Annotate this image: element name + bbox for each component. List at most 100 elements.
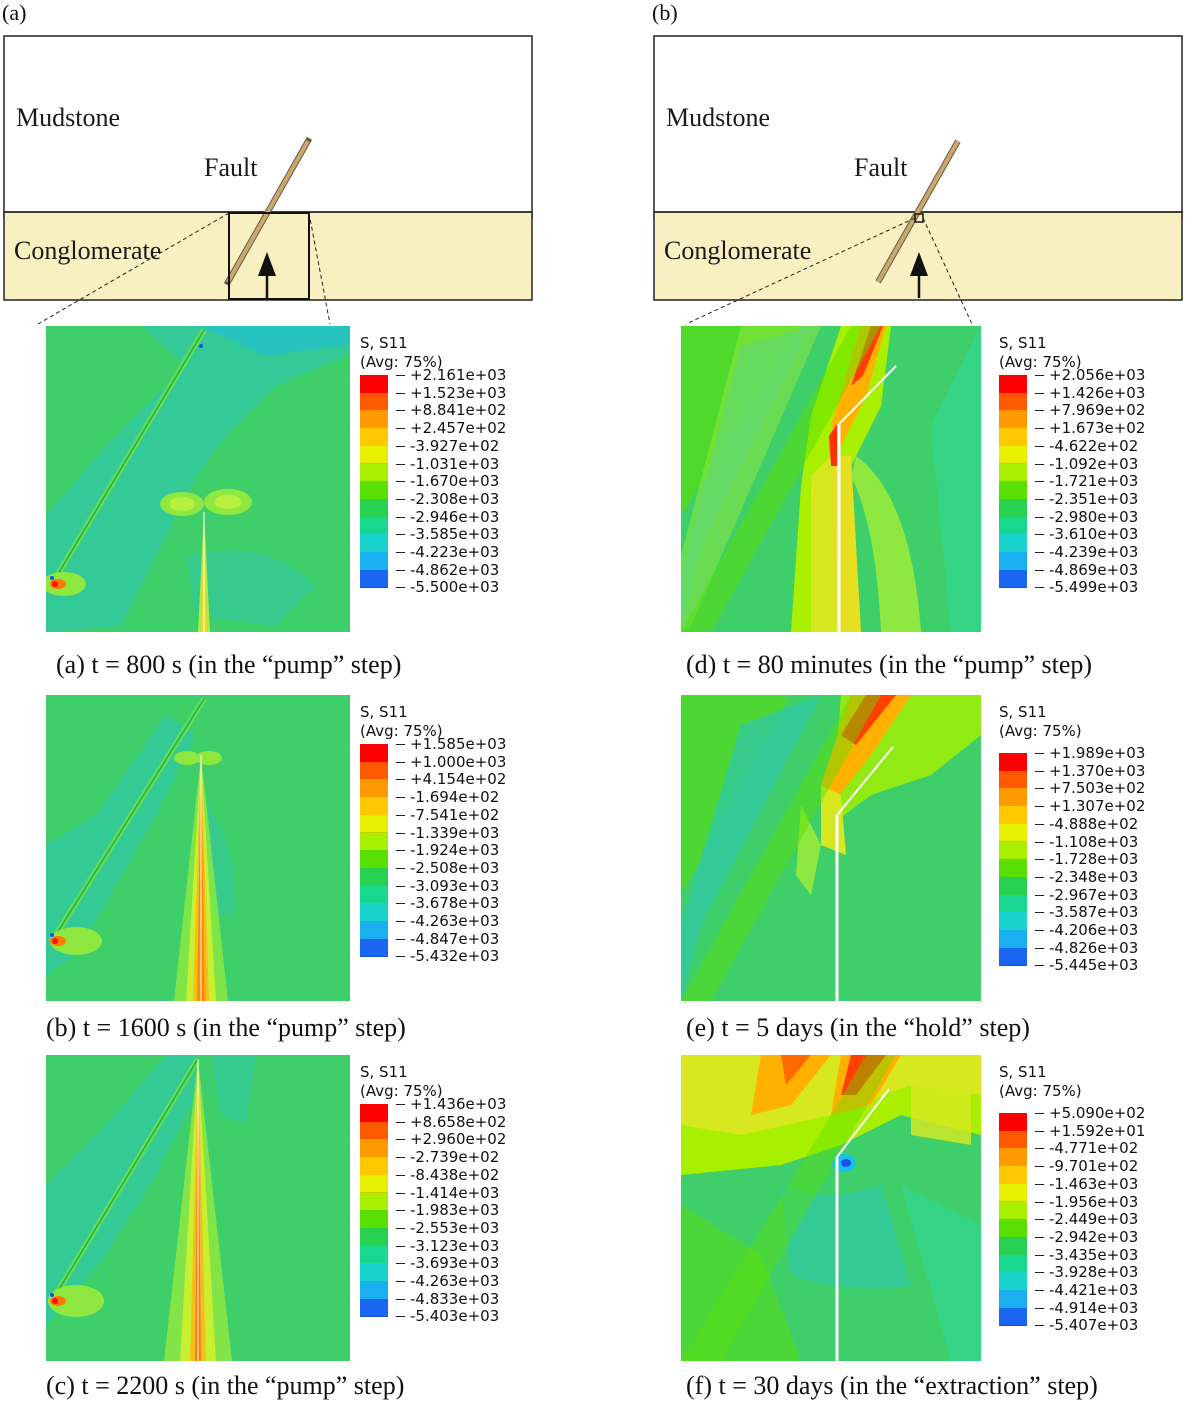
conglomerate-label: Conglomerate [664,236,811,265]
mudstone-layer [653,35,1183,219]
legend-tick: -4.888e+02 [1034,814,1139,833]
caption-f: (f) t = 30 days (in the “extraction” ste… [686,1371,1098,1400]
legend-tick: -1.108e+03 [1034,832,1139,851]
legend-tick: -1.414e+03 [395,1183,500,1202]
legend-tick: -2.553e+03 [395,1218,500,1237]
caption-d: (d) t = 80 minutes (in the “pump” step) [686,650,1093,679]
legend-tick: +1.436e+03 [395,1095,507,1113]
legend-tick: +2.161e+03 [395,366,507,384]
legend-tick: -2.739e+02 [395,1148,500,1167]
legend-tick: -1.956e+03 [1034,1192,1139,1211]
legend-tick: -3.610e+03 [1034,525,1139,544]
legend-tick: +2.056e+03 [1034,366,1146,384]
legend-tick: -2.942e+03 [1034,1227,1139,1246]
caption-c: (c) t = 2200 s (in the “pump” step) [46,1371,405,1400]
mudstone-label: Mudstone [16,103,120,132]
legend-title: S, S11 [999,703,1047,721]
zoom-box-icon [228,212,310,300]
legend-tick: -3.123e+03 [395,1236,500,1255]
legend-subtitle: (Avg: 75%) [360,353,443,371]
legend-tick: -1.670e+03 [395,472,500,491]
legend-tick: -4.833e+03 [395,1289,500,1308]
legend-tick: -4.263e+03 [395,1272,500,1290]
legend-title: S, S11 [360,1063,408,1081]
color-legend: S, S11 (Avg: 75%) +1.989e+03 +1.370e+03 … [999,703,1145,985]
legend-tick: +2.457e+02 [395,419,507,438]
legend-subtitle: (Avg: 75%) [360,722,443,740]
legend-tick: -1.694e+02 [395,788,500,807]
legend-tick: -7.541e+02 [395,805,500,824]
legend-subtitle: (Avg: 75%) [360,1082,443,1100]
legend-tick: -4.263e+03 [395,912,500,930]
legend-tick: -9.701e+02 [1034,1157,1139,1176]
conglomerate-label: Conglomerate [14,236,161,265]
legend-tick: -5.432e+03 [395,947,500,966]
legend-tick: +7.969e+02 [1034,401,1146,420]
legend-tick: -3.928e+03 [1034,1263,1139,1282]
legend-tick: -3.693e+03 [395,1254,500,1273]
legend-tick: +5.090e+02 [1034,1104,1146,1122]
legend-tick: -1.983e+03 [395,1201,500,1220]
legend-tick: +1.989e+03 [1034,744,1146,762]
legend-tick: +8.841e+02 [395,401,507,420]
caption-b: (b) t = 1600 s (in the “pump” step) [46,1013,406,1042]
legend-tick: -1.728e+03 [1034,850,1139,869]
legend-tick: -1.463e+03 [1034,1174,1139,1193]
legend-tick: +1.673e+02 [1034,419,1146,438]
legend-tick: +7.503e+02 [1034,779,1146,798]
legend-subtitle: (Avg: 75%) [999,353,1082,371]
legend-title: S, S11 [360,703,408,721]
legend-tick: -3.435e+03 [1034,1245,1139,1264]
legend-tick: -4.771e+02 [1034,1139,1139,1158]
legend-tick: -4.869e+03 [1034,560,1139,579]
color-legend: S, S11 (Avg: 75%) +5.090e+02 +1.592e+01 … [999,1063,1145,1345]
part-label-a: (a) [2,0,27,25]
legend-tick: -5.500e+03 [395,578,500,597]
part-label-b: (b) [652,0,678,25]
legend-tick: -4.223e+03 [395,543,500,561]
legend-tick: -4.239e+03 [1034,543,1139,561]
legend-tick: -2.508e+03 [395,858,500,877]
legend-tick: -5.499e+03 [1034,578,1139,597]
legend-tick: -1.339e+03 [395,823,500,842]
fault-label: Fault [854,153,908,182]
legend-tick: +1.370e+03 [1034,761,1146,780]
stress-contour-plot [46,1055,350,1361]
legend-tick: -1.721e+03 [1034,472,1139,491]
legend-tick: -4.206e+03 [1034,921,1139,939]
stress-contour-plot [46,326,350,632]
color-legend: S, S11 (Avg: 75%) +1.585e+03 +1.000e+03 … [360,703,506,976]
legend-tick: -1.092e+03 [1034,454,1139,473]
legend-tick: -4.914e+03 [1034,1298,1139,1317]
stress-contour-plot [46,695,350,1001]
legend-tick: -5.407e+03 [1034,1316,1139,1335]
legend-tick: -4.862e+03 [395,560,500,579]
fault-label: Fault [204,153,258,182]
legend-tick: -2.351e+03 [1034,489,1139,508]
legend-tick: -5.445e+03 [1034,956,1139,975]
legend-tick: +8.658e+02 [395,1112,507,1131]
legend-subtitle: (Avg: 75%) [999,1082,1082,1100]
fault-line [876,140,960,283]
legend-tick: -4.826e+03 [1034,938,1139,957]
legend-tick: -4.421e+03 [1034,1281,1139,1299]
legend-tick: -2.308e+03 [395,489,500,508]
injection-arrow-icon [258,252,276,298]
legend-tick: +1.585e+03 [395,735,507,753]
legend-tick: +4.154e+02 [395,770,507,789]
color-legend: S, S11 (Avg: 75%) +1.436e+03 +8.658e+02 … [360,1063,506,1336]
stress-contour-plot [681,326,981,632]
legend-title: S, S11 [999,1063,1047,1081]
caption-e: (e) t = 5 days (in the “hold” step) [686,1013,1030,1042]
injection-arrow-icon [910,252,928,298]
schematic-b: Mudstone Fault Conglomerate [653,35,1183,325]
legend-title: S, S11 [999,334,1047,352]
legend-tick: -2.946e+03 [395,507,500,526]
legend-tick: -4.622e+02 [1034,436,1139,455]
legend-tick: -4.847e+03 [395,929,500,948]
legend-tick: -1.924e+03 [395,841,500,860]
legend-tick: -3.587e+03 [1034,903,1139,922]
caption-a: (a) t = 800 s (in the “pump” step) [56,650,402,679]
legend-tick: +1.000e+03 [395,752,507,771]
legend-tick: +1.307e+02 [1034,797,1146,816]
